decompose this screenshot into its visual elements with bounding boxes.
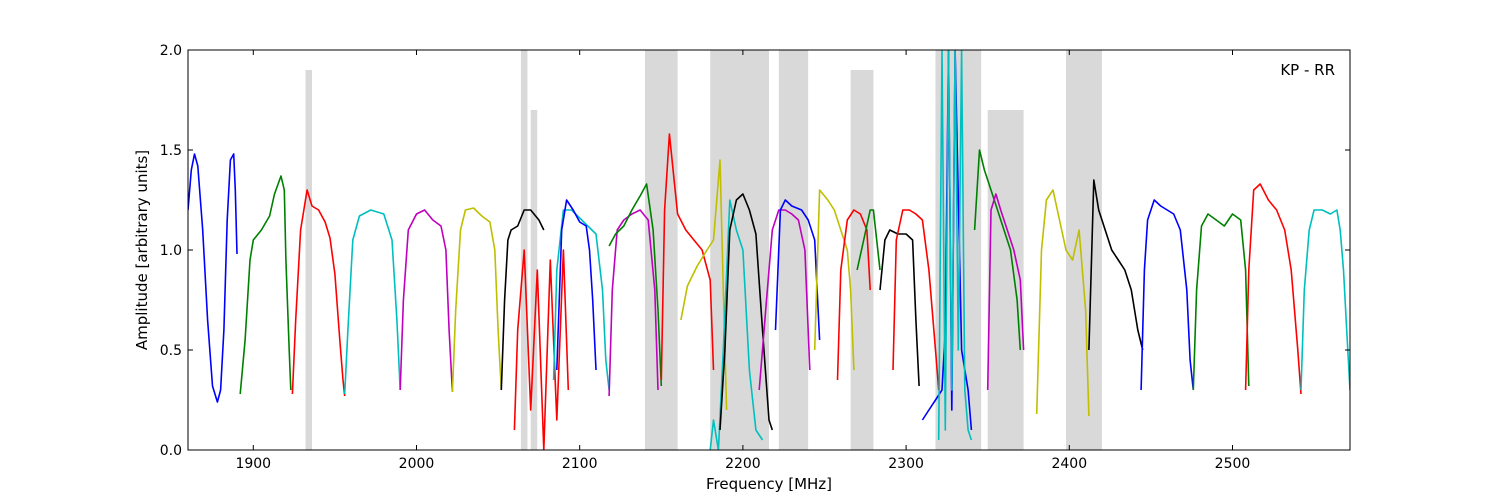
series-line-5 [451,207,503,393]
series-line-17 [774,199,821,341]
y-tick-label-4: 2.0 [160,43,182,59]
background-span-8 [987,110,1024,450]
y-tick-label-1: 0.5 [160,343,182,359]
x-tick-label-2500: 2500 [1215,456,1251,472]
series-line-13 [680,159,728,411]
background-span-2 [530,110,538,450]
x-tick-label-2300: 2300 [888,456,924,472]
series-line-9 [556,199,597,371]
series-line-16 [758,209,811,391]
x-axis-ticks: 1900 2000 2100 2200 2300 2400 2500 [235,50,1250,472]
series-line-11 [608,183,663,387]
series-line-20 [856,209,881,271]
background-span-5 [778,50,809,450]
series-line-24 [937,50,973,441]
x-tick-label-1900: 1900 [235,456,271,472]
series-line-1 [239,175,292,395]
series-line-26 [986,193,1025,391]
series-line-3 [343,209,401,395]
y-tick-label-3: 1.5 [160,143,182,159]
series-line-19 [836,209,871,381]
y-tick-label-0: 0.0 [160,443,182,459]
x-tick-label-2200: 2200 [725,456,761,472]
background-span-0 [305,70,313,450]
series-line-29 [1140,199,1195,391]
chart-annotation: KP - RR [1280,61,1335,79]
series-line-30 [1192,213,1250,391]
series-lines [188,50,1350,450]
x-tick-label-2000: 2000 [399,456,435,472]
series-line-15 [719,193,774,431]
series-line-7 [513,249,570,450]
background-span-3 [644,50,678,450]
series-line-4 [399,209,454,393]
series-line-21 [879,229,920,387]
series-line-0 [188,153,238,403]
series-line-10 [608,209,659,397]
x-tick-label-2100: 2100 [562,456,598,472]
series-line-27 [1035,189,1090,417]
x-axis-label: Frequency [MHz] [706,475,832,493]
series-line-2 [291,189,346,397]
series-line-28 [1088,179,1144,351]
y-tick-label-2: 1.0 [160,243,182,259]
series-line-31 [1244,183,1302,395]
series-line-22 [892,209,940,391]
series-line-12 [660,133,715,381]
x-tick-label-2400: 2400 [1051,456,1087,472]
background-span-4 [710,50,769,450]
background-span-6 [850,70,874,450]
series-line-32 [1300,209,1350,391]
series-line-18 [813,189,855,371]
background-span-9 [1066,50,1102,450]
y-axis-ticks: 0.0 0.5 1.0 1.5 2.0 [160,43,1350,459]
background-spans [305,50,1102,450]
series-line-8 [552,209,610,391]
series-line-25 [973,149,1022,351]
y-axis-label: Amplitude [arbitrary units] [133,150,151,350]
series-line-6 [500,209,545,391]
